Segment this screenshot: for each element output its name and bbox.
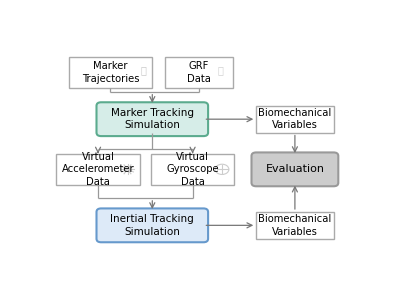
Text: 📊: 📊 xyxy=(218,65,224,75)
FancyBboxPatch shape xyxy=(252,152,338,186)
FancyBboxPatch shape xyxy=(256,212,334,239)
Text: 🎥: 🎥 xyxy=(140,65,146,75)
FancyBboxPatch shape xyxy=(96,208,208,242)
Text: Biomechanical
Variables: Biomechanical Variables xyxy=(258,214,332,237)
Text: Virtual
Accelerometer
Data: Virtual Accelerometer Data xyxy=(62,152,134,187)
Text: Marker
Trajectories: Marker Trajectories xyxy=(82,61,139,84)
FancyBboxPatch shape xyxy=(96,102,208,136)
FancyBboxPatch shape xyxy=(165,57,233,88)
Text: Inertial Tracking
Simulation: Inertial Tracking Simulation xyxy=(110,214,194,237)
FancyBboxPatch shape xyxy=(56,154,140,185)
FancyBboxPatch shape xyxy=(151,154,234,185)
FancyBboxPatch shape xyxy=(69,57,152,88)
Text: GRF
Data: GRF Data xyxy=(187,61,211,84)
Text: Biomechanical
Variables: Biomechanical Variables xyxy=(258,108,332,130)
Text: Marker Tracking
Simulation: Marker Tracking Simulation xyxy=(111,108,194,130)
Text: Evaluation: Evaluation xyxy=(266,164,324,174)
Text: Virtual
Gyroscope
Data: Virtual Gyroscope Data xyxy=(166,152,219,187)
FancyBboxPatch shape xyxy=(256,106,334,133)
